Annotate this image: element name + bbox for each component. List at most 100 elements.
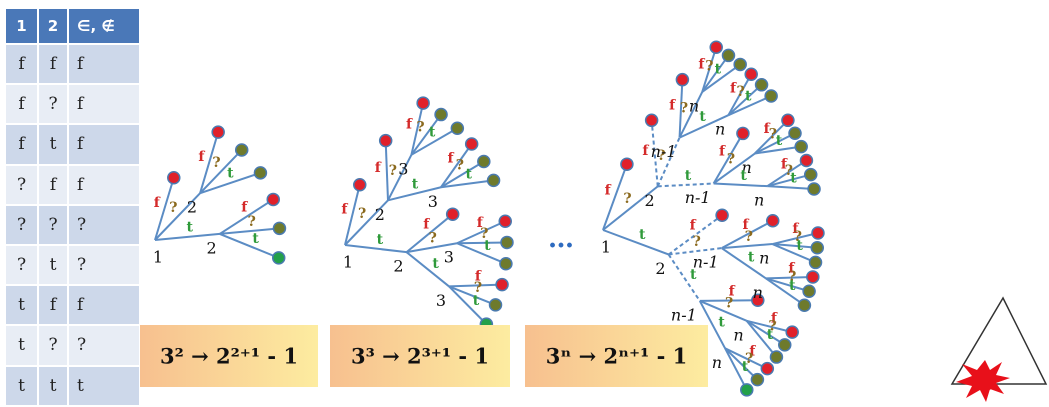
- edge-label: ?: [623, 191, 631, 207]
- edge-label: t: [742, 359, 749, 375]
- ellipsis: …: [548, 224, 574, 254]
- edge-label: f: [375, 160, 382, 176]
- leaf: [490, 299, 502, 311]
- node-label: n: [754, 191, 764, 210]
- edge-label: ?: [248, 214, 256, 230]
- node-label: n-1: [693, 253, 719, 272]
- leaf: [808, 183, 820, 195]
- leaf: [435, 109, 447, 121]
- node-label: 3: [398, 159, 408, 178]
- leaf: [800, 154, 812, 166]
- triangle: [952, 298, 1046, 384]
- edge: [386, 141, 388, 201]
- edge-label: t: [796, 238, 803, 254]
- leaf: [212, 126, 224, 138]
- formula: 3² → 2²⁺¹ - 1: [160, 344, 298, 369]
- leaf: [782, 114, 794, 126]
- edge-label: t: [377, 232, 384, 248]
- edge-label: t: [412, 176, 419, 192]
- leaf: [466, 138, 478, 150]
- leaf: [451, 122, 463, 134]
- node-label: n-1: [671, 305, 697, 324]
- leaf: [354, 179, 366, 191]
- edge-label: t: [699, 109, 706, 125]
- node-label: 2: [207, 238, 217, 257]
- edge-label: t: [690, 267, 697, 283]
- leaf: [273, 222, 285, 234]
- leaf: [765, 90, 777, 102]
- leaf: [499, 215, 511, 227]
- leaf: [236, 144, 248, 156]
- leaf: [168, 172, 180, 184]
- formula: 3³ → 2³⁺¹ - 1: [351, 344, 489, 369]
- leaf: [380, 135, 392, 147]
- edge: [766, 278, 804, 305]
- edge-label: t: [187, 220, 194, 236]
- node-label: 3: [428, 192, 438, 211]
- edge-label: t: [715, 62, 722, 78]
- node-label: 3: [444, 248, 454, 267]
- edge-label: ?: [389, 163, 397, 179]
- edge-label: ?: [693, 234, 701, 250]
- leaf: [767, 215, 779, 227]
- edge-label: f: [719, 143, 726, 159]
- node-label: n: [712, 353, 722, 372]
- leaf: [478, 155, 490, 167]
- leaf: [676, 74, 688, 86]
- leaf: [722, 49, 734, 61]
- leaf: [488, 174, 500, 186]
- leaf: [795, 141, 807, 153]
- leaf: [805, 169, 817, 181]
- edge-label: t: [252, 231, 259, 247]
- node-label: 1: [601, 238, 611, 257]
- leaf: [745, 68, 757, 80]
- leaf: [716, 209, 728, 221]
- edge-label: t: [789, 278, 796, 294]
- edge-label: ?: [416, 119, 424, 135]
- leaf: [756, 79, 768, 91]
- slide: 12∈, ∉ffff?fftf?ff????t?tfft??ttt 1f?2f?…: [0, 0, 1049, 407]
- leaf: [786, 326, 798, 338]
- leaf: [737, 127, 749, 139]
- node-label: 2: [393, 257, 403, 276]
- edge: [220, 234, 279, 258]
- node-label: 2: [187, 198, 197, 217]
- edge-label: t: [473, 293, 480, 309]
- edge-label: f: [642, 143, 649, 159]
- edge-label: t: [465, 167, 472, 183]
- edge-label: ?: [725, 296, 733, 312]
- splat-core: [974, 369, 996, 391]
- edge-label: t: [748, 249, 755, 265]
- edge-label: f: [669, 97, 676, 113]
- edge-label: f: [690, 218, 697, 234]
- leaf: [779, 339, 791, 351]
- leaf: [741, 384, 753, 396]
- edge-label: t: [740, 168, 747, 184]
- edge-label: f: [605, 183, 612, 199]
- edge-label: t: [432, 256, 439, 272]
- edge-label: t: [429, 124, 436, 140]
- edge-label: f: [698, 57, 705, 73]
- edge-label: ?: [727, 152, 735, 168]
- leaf: [812, 227, 824, 239]
- node-label: n: [715, 120, 725, 139]
- node-label: 2: [375, 205, 385, 224]
- leaf: [417, 97, 429, 109]
- edge: [457, 242, 507, 243]
- edge-label: ?: [429, 230, 437, 246]
- node-label: n: [733, 325, 743, 344]
- edge-label: f: [154, 195, 161, 211]
- node-label: 2: [645, 191, 655, 210]
- node-label: n: [759, 249, 769, 268]
- formula: 3ⁿ → 2ⁿ⁺¹ - 1: [546, 344, 687, 369]
- leaf: [273, 252, 285, 264]
- edge-label: ?: [212, 155, 220, 171]
- leaf: [770, 351, 782, 363]
- edge-label: ?: [680, 100, 688, 116]
- node-label: n: [689, 96, 699, 115]
- leaf: [798, 299, 810, 311]
- edge-label: t: [767, 327, 774, 343]
- leaf: [789, 127, 801, 139]
- edge-label: ?: [705, 59, 713, 75]
- edge-label: t: [745, 88, 752, 104]
